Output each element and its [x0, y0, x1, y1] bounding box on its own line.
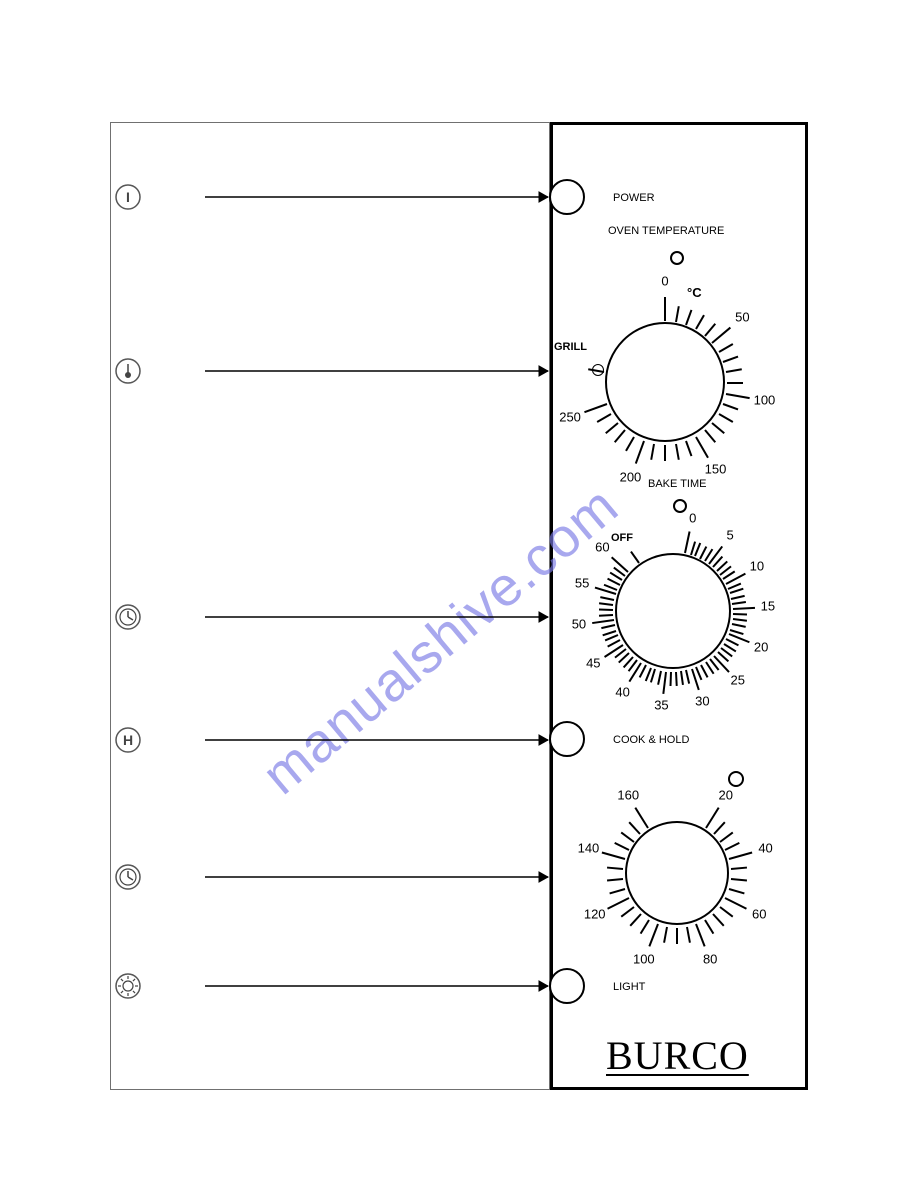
legend-cookhold2-arrow	[205, 870, 562, 884]
temperature-knob[interactable]	[605, 322, 725, 442]
legend-cookhold2-icon	[116, 865, 140, 889]
legend-light-icon	[116, 974, 140, 998]
legend-bake-icon	[116, 605, 140, 629]
bake-time-tick	[669, 672, 671, 686]
legend-light-arrow	[205, 979, 562, 993]
bake-time-dial-label: 45	[586, 655, 600, 670]
hold-dial-label: 20	[719, 787, 733, 802]
temperature-dial-label: 250	[559, 409, 581, 424]
cookhold-button[interactable]	[549, 721, 585, 757]
bake-time-dial-label: 20	[754, 639, 768, 654]
light-button[interactable]	[549, 968, 585, 1004]
bake-time-dial-label: 5	[727, 528, 734, 543]
power-label: POWER	[613, 192, 655, 204]
page-canvas: manualshive.comIHPOWERCOOK & HOLDLIGHTOV…	[0, 0, 918, 1188]
bake-time-dial-label: 25	[731, 673, 745, 688]
indicator-light-0	[670, 251, 684, 265]
temperature-tick	[727, 382, 743, 384]
bake-time-dial-label: 15	[761, 599, 775, 614]
hold-knob[interactable]	[625, 821, 729, 925]
bake_time-heading: BAKE TIME	[648, 478, 706, 490]
indicator-light-1	[673, 499, 687, 513]
hold-dial-label: 140	[578, 841, 600, 856]
temperature-tick	[664, 445, 666, 461]
hold-dial-label: 40	[758, 841, 772, 856]
bake-time-knob[interactable]	[615, 553, 731, 669]
legend-power-arrow	[205, 190, 562, 204]
legend-cookhold-arrow	[205, 733, 562, 747]
power-button[interactable]	[549, 179, 585, 215]
temperature-unit-label: °C	[687, 285, 702, 300]
legend-power-icon: I	[116, 185, 140, 209]
temperature-dial-label: 200	[620, 469, 642, 484]
oven_temp-heading: OVEN TEMPERATURE	[608, 225, 724, 237]
svg-text:I: I	[126, 189, 130, 205]
temperature-dial-label: 150	[705, 462, 727, 477]
brand-logo: BURCO	[606, 1032, 749, 1079]
legend-temp-icon	[116, 359, 140, 383]
legend-temp-arrow	[205, 364, 562, 378]
temperature-dial-label: 50	[735, 310, 749, 325]
temperature-dial-label: 0	[661, 274, 668, 289]
hold-dial-label: 120	[584, 907, 606, 922]
bake-time-dial-label: 40	[615, 684, 629, 699]
grill-label: GRILL	[554, 341, 587, 353]
temperature-dial-label: 100	[754, 392, 776, 407]
bake-time-dial-label: 0	[689, 511, 696, 526]
bake-time-dial-label: 50	[572, 617, 586, 632]
bake-time-dial-label: 60	[595, 540, 609, 555]
light-label: LIGHT	[613, 981, 645, 993]
hold-dial-label: 80	[703, 951, 717, 966]
hold-dial-label: 100	[633, 951, 655, 966]
bake-time-tick	[599, 608, 613, 610]
temperature-tick	[664, 297, 666, 321]
legend-bake-arrow	[205, 610, 562, 624]
legend-cookhold-icon: H	[116, 728, 140, 752]
hold-dial-label: 60	[752, 907, 766, 922]
bake-time-dial-label: 35	[654, 698, 668, 713]
indicator-light-2	[728, 771, 744, 787]
hold-tick	[676, 928, 678, 944]
bake-time-dial-label: 55	[575, 576, 589, 591]
bake-time-dial-label: 10	[750, 559, 764, 574]
left-panel	[110, 122, 550, 1090]
cookhold-label: COOK & HOLD	[613, 734, 689, 746]
svg-text:H: H	[123, 732, 133, 748]
bake-time-dial-label: 30	[695, 694, 709, 709]
hold-dial-label: 160	[617, 787, 639, 802]
bake-off-label: OFF	[611, 532, 633, 544]
